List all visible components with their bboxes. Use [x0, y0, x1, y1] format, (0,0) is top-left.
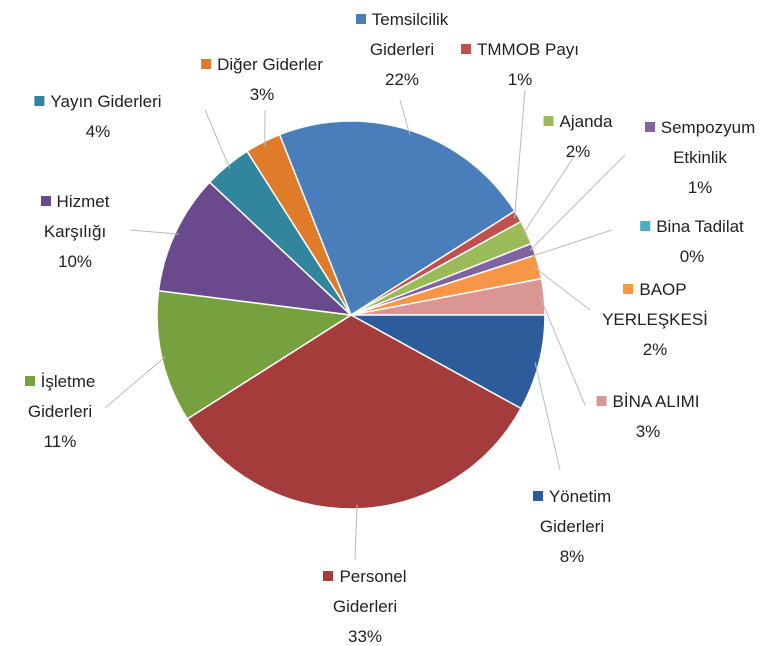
slice-label: Hizmet Karşılığı 10% [10, 187, 140, 277]
slice-label: Personel Giderleri 33% [300, 562, 430, 646]
category-label: Yönetim Giderleri [539, 487, 612, 536]
value-label: 11% [43, 432, 77, 451]
slice-label: TMMOB Payı 1% [460, 35, 580, 95]
pie-slice [246, 133, 352, 316]
value-label: 1% [507, 70, 533, 89]
leader-line [539, 296, 586, 406]
category-label: Ajanda [559, 112, 613, 131]
leader-line [531, 229, 613, 257]
value-label: 3% [635, 422, 661, 441]
category-label: Bina Tadilat [656, 217, 744, 236]
category-label: BAOP YERLEŞKESİ [602, 280, 708, 329]
pie-slice [278, 120, 516, 317]
slice-label: Ajanda 2% [543, 107, 613, 167]
leader-line [529, 154, 626, 251]
value-label: 3% [249, 85, 275, 104]
legend-marker [40, 196, 51, 206]
category-label: Temsilcilik Giderleri [369, 10, 449, 59]
legend-marker [596, 396, 607, 406]
leader-line [354, 504, 358, 561]
legend-marker [644, 122, 655, 132]
slice-label: Yönetim Giderleri 8% [507, 482, 637, 572]
legend-marker [355, 14, 366, 24]
legend-marker [623, 284, 634, 294]
leader-line [522, 154, 576, 235]
category-label: BİNA ALIMI [612, 392, 700, 411]
pie-slice [156, 289, 354, 420]
legend-marker [460, 44, 471, 54]
category-label: Yayın Giderleri [50, 92, 162, 111]
slice-label: Yayın Giderleri 4% [34, 87, 162, 147]
leader-line [514, 89, 526, 219]
slice-label: Sempozyum Etkinlik 1% [635, 113, 765, 203]
slice-label: Temsilcilik Giderleri 22% [337, 5, 467, 95]
value-label: 8% [559, 547, 585, 566]
category-label: Hizmet Karşılığı [43, 192, 110, 241]
value-label: 10% [57, 252, 93, 271]
value-label: 1% [687, 178, 713, 197]
legend-marker [543, 116, 554, 126]
slice-label: Diğer Giderler 3% [201, 50, 323, 110]
leader-line [129, 229, 180, 235]
value-label: 0% [679, 247, 705, 266]
value-label: 2% [642, 340, 668, 359]
leader-line [399, 99, 411, 135]
legend-marker [323, 571, 334, 581]
value-label: 33% [347, 627, 383, 646]
legend-marker [24, 376, 35, 386]
category-label: TMMOB Payı [476, 40, 580, 59]
leader-line [534, 362, 561, 471]
legend-marker [532, 491, 543, 501]
pie-slice [350, 314, 546, 410]
leader-line [204, 109, 231, 169]
value-label: 22% [384, 70, 420, 89]
legend-marker [34, 96, 45, 106]
category-label: Sempozyum Etkinlik [660, 118, 756, 167]
category-label: İşletme Giderleri [27, 372, 96, 421]
category-label: Personel Giderleri [332, 567, 407, 616]
leader-line [534, 267, 591, 311]
value-label: 2% [565, 142, 591, 161]
pie-slice [157, 181, 354, 317]
slice-label: İşletme Giderleri 11% [0, 367, 125, 457]
slice-label: BAOP YERLEŞKESİ 2% [590, 275, 720, 365]
slice-label: BİNA ALIMI 3% [596, 387, 700, 447]
legend-marker [201, 59, 212, 69]
leader-line [104, 356, 166, 409]
slice-label: Bina Tadilat 0% [640, 212, 744, 272]
category-label: Diğer Giderler [217, 55, 323, 74]
legend-marker [640, 221, 651, 231]
value-label: 4% [85, 122, 111, 141]
